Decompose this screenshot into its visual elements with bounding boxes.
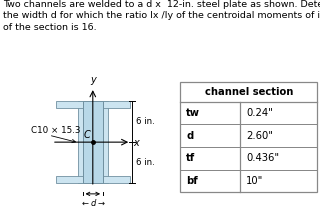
Bar [103,101,130,108]
Bar [56,176,83,183]
Text: Two channels are welded to a d x  12-in. steel plate as shown. Determine
the wid: Two channels are welded to a d x 12-in. … [3,0,320,32]
Text: 6 in.: 6 in. [136,117,155,126]
Text: 2.60": 2.60" [246,131,273,141]
Text: 0.436": 0.436" [246,153,279,163]
Text: d: d [186,131,193,141]
Text: 10": 10" [246,176,263,186]
Text: 6 in.: 6 in. [136,158,155,167]
Text: 0.24": 0.24" [246,108,273,118]
Text: channel section: channel section [204,87,293,97]
Text: $\leftarrow d \rightarrow$: $\leftarrow d \rightarrow$ [80,197,106,206]
Text: x: x [133,138,139,148]
Bar [83,101,103,183]
Text: bf: bf [186,176,198,186]
Text: C10 × 15.3: C10 × 15.3 [31,126,80,135]
Bar [103,176,130,183]
Text: tw: tw [186,108,200,118]
Text: C: C [84,130,91,140]
Bar [56,101,83,108]
Text: tf: tf [186,153,196,163]
Bar [103,101,108,183]
Text: y: y [91,75,96,85]
Bar [78,101,83,183]
